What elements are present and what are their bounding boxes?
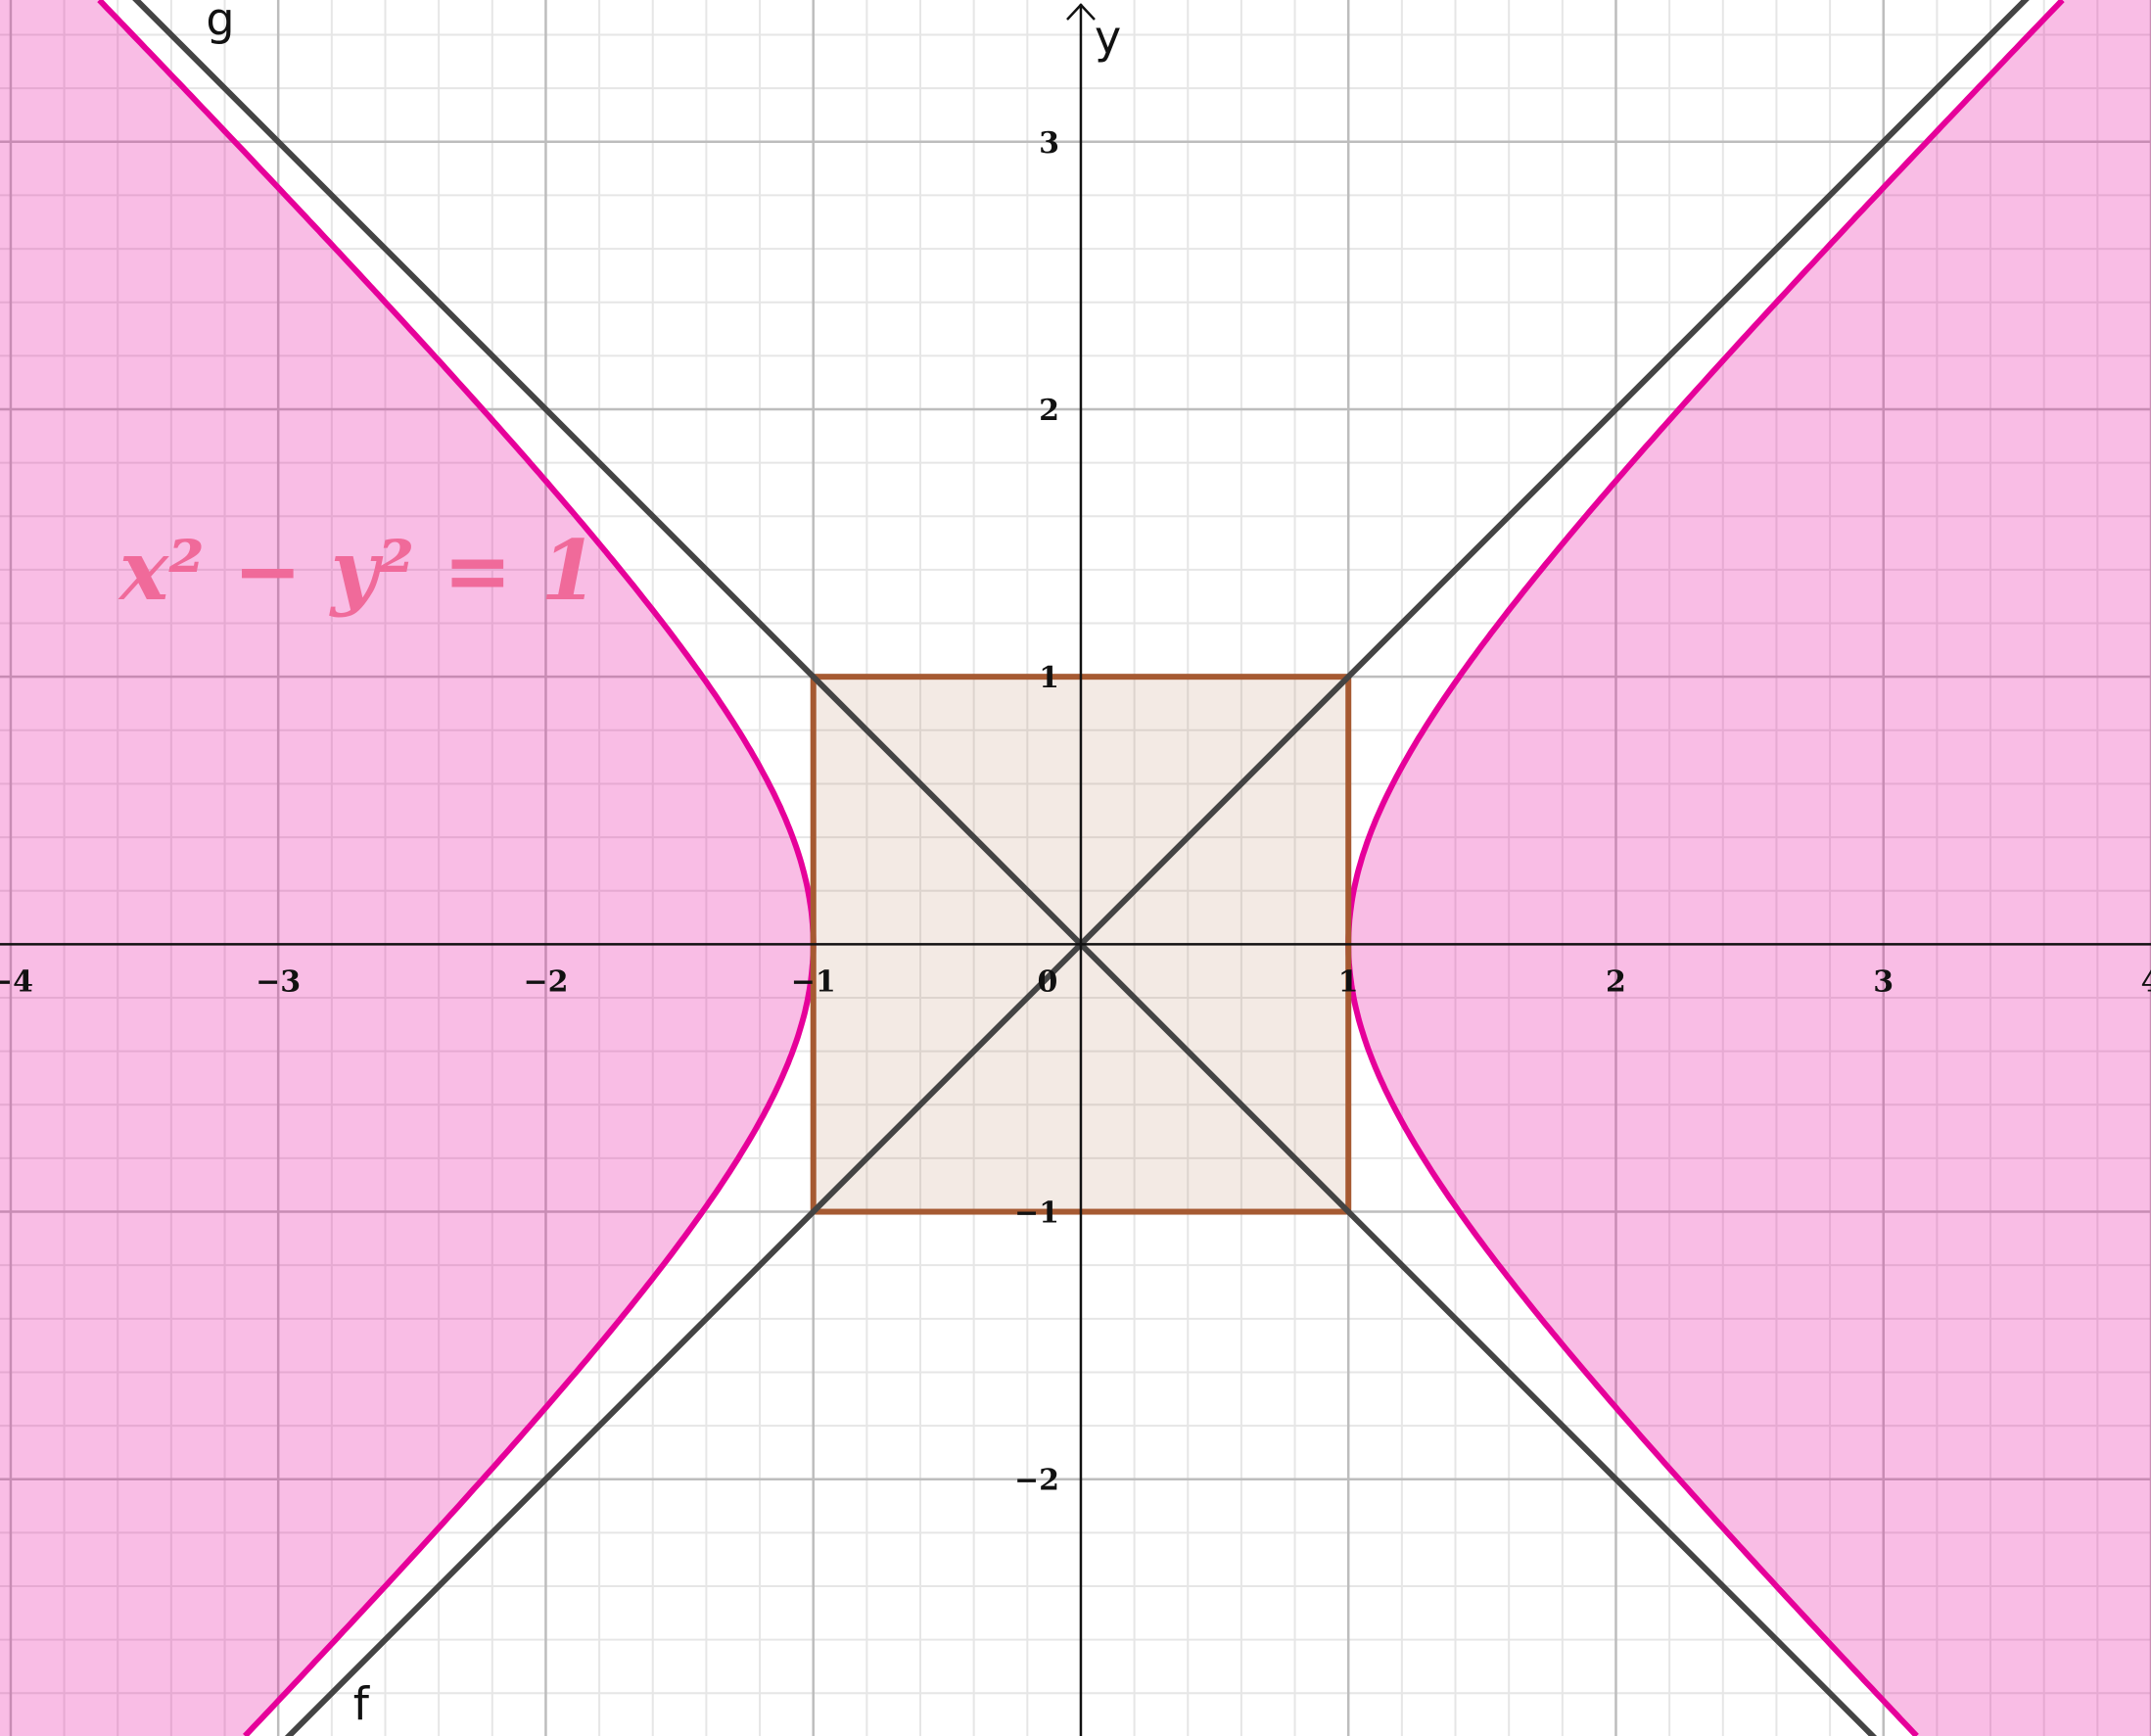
- x-tick-label: −1: [791, 964, 836, 999]
- hyperbola-branch: [1345, 0, 2065, 1736]
- x-tick-label: 1: [1338, 964, 1359, 999]
- x-tick-label: −3: [256, 964, 301, 999]
- line-label: g: [206, 0, 234, 46]
- x-tick-label: −2: [523, 964, 568, 999]
- y-tick-label: −2: [1014, 1464, 1059, 1498]
- x-tick-label: 0: [1038, 964, 1058, 999]
- axes: [0, 3, 2151, 1736]
- y-tick-label: 3: [1039, 126, 1059, 161]
- y-axis-label: y: [1095, 11, 1121, 64]
- hyperbola-region: [1348, 0, 2151, 1736]
- hyperbola-region: [0, 0, 814, 1736]
- y-tick-label: 1: [1039, 661, 1059, 695]
- x-tick-label: 2: [1606, 964, 1626, 999]
- y-axis-arrow: [1066, 3, 1096, 21]
- y-tick-label: −1: [1014, 1196, 1059, 1231]
- x-tick-label: −4: [0, 964, 33, 999]
- x-tick-label: 4: [2141, 964, 2151, 999]
- y-tick-label: 2: [1039, 394, 1059, 428]
- x-tick-label: 3: [1873, 964, 1894, 999]
- hyperbola-branch: [97, 0, 817, 1736]
- line-label: f: [353, 1678, 371, 1731]
- equation-label: x² − y² = 1: [117, 522, 598, 619]
